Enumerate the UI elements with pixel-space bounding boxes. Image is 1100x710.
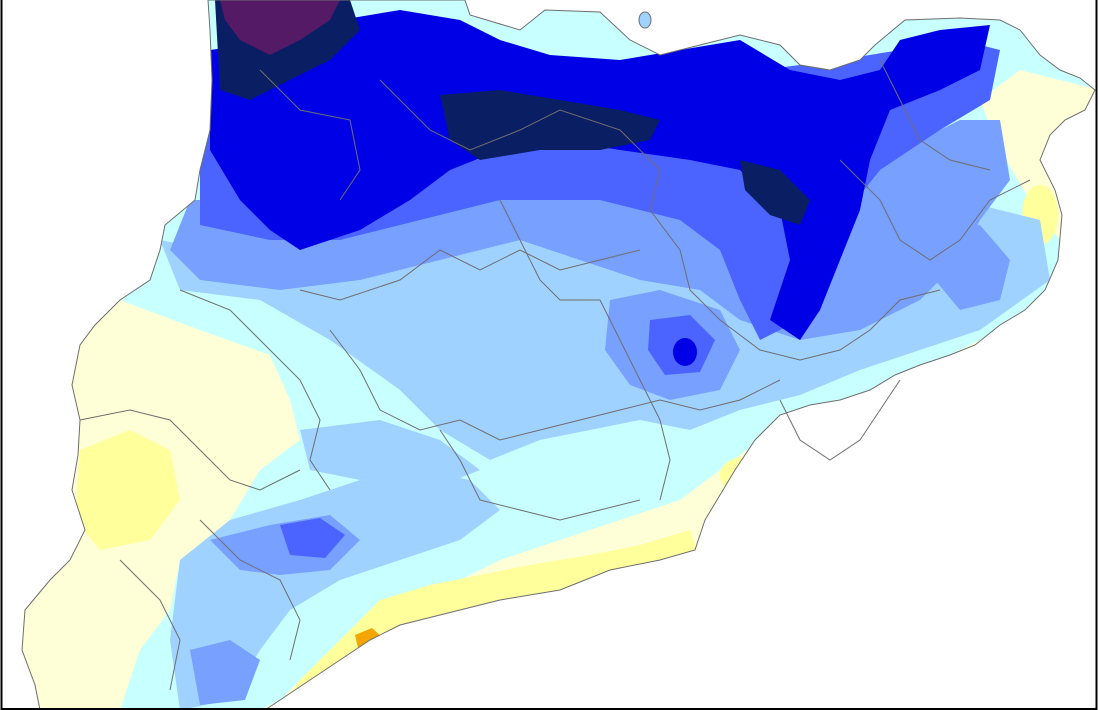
deep-blue-south-spot	[280, 518, 345, 558]
navy-ridge	[440, 90, 660, 160]
lake	[638, 11, 652, 29]
light-blue-inland-band	[300, 420, 480, 490]
purple-max-zone	[220, 0, 340, 55]
yellow-zone-southcoast	[280, 530, 700, 710]
intense-blue-zone	[210, 10, 990, 340]
navy-ridge-east	[740, 160, 810, 225]
comarca-borders	[79, 59, 1031, 691]
medium-blue-southwest	[190, 640, 260, 705]
yellow-zone-west	[75, 430, 180, 550]
intense-blue-central-core	[673, 338, 697, 366]
coastline-outline	[21, 0, 1096, 710]
